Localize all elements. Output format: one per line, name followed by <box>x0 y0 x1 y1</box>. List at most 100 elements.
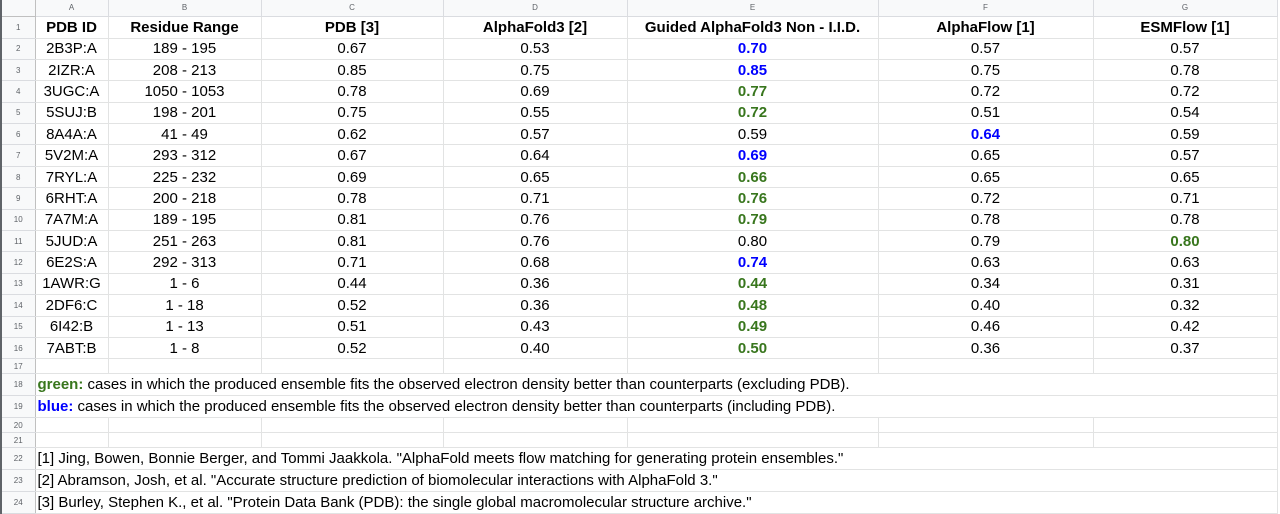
cell-pdb[interactable]: 0.51 <box>261 316 444 338</box>
cell-pdb[interactable]: 0.81 <box>261 209 444 232</box>
cell-alphaflow[interactable]: 0.75 <box>878 59 1094 82</box>
cell-alphafold3[interactable]: 0.36 <box>443 273 628 296</box>
cell-residue-range[interactable]: 292 - 313 <box>108 251 262 274</box>
cell-alphafold3[interactable]: 0.57 <box>443 123 628 146</box>
cell-alphaflow[interactable]: 0.65 <box>878 144 1094 167</box>
reference-2-cell[interactable]: [2] Abramson, Josh, et al. "Accurate str… <box>35 469 1278 493</box>
cell-alphaflow[interactable]: 0.64 <box>878 123 1094 146</box>
cell-alphaflow[interactable]: 0.34 <box>878 273 1094 296</box>
cell-alphaflow[interactable]: 0.72 <box>878 187 1094 210</box>
cell-pdb-id[interactable]: 7ABT:B <box>35 337 109 360</box>
cell-alphafold3[interactable]: 0.71 <box>443 187 628 210</box>
cell-guided-alphafold3[interactable]: 0.44 <box>627 273 879 296</box>
row-number[interactable]: 18 <box>2 373 36 397</box>
column-header-a[interactable]: A <box>35 0 109 17</box>
empty-cell[interactable] <box>878 432 1094 449</box>
cell-pdb-id[interactable]: 5SUJ:B <box>35 102 109 125</box>
cell-esmflow[interactable]: 0.65 <box>1093 166 1278 189</box>
cell-alphafold3[interactable]: 0.76 <box>443 230 628 253</box>
row-number[interactable]: 15 <box>2 316 36 338</box>
row-number[interactable]: 21 <box>2 432 36 449</box>
row-number[interactable]: 6 <box>2 123 36 146</box>
empty-cell[interactable] <box>261 432 444 449</box>
cell-pdb[interactable]: 0.75 <box>261 102 444 125</box>
cell-pdb[interactable]: 0.69 <box>261 166 444 189</box>
row-number[interactable]: 11 <box>2 230 36 253</box>
empty-cell[interactable] <box>35 417 109 434</box>
cell-guided-alphafold3[interactable]: 0.76 <box>627 187 879 210</box>
cell-guided-alphafold3[interactable]: 0.85 <box>627 59 879 82</box>
cell-alphaflow[interactable]: 0.63 <box>878 251 1094 274</box>
cell-pdb[interactable]: 0.85 <box>261 59 444 82</box>
cell-alphaflow[interactable]: 0.51 <box>878 102 1094 125</box>
cell-guided-alphafold3[interactable]: 0.48 <box>627 294 879 317</box>
empty-cell[interactable] <box>627 432 879 449</box>
empty-cell[interactable] <box>261 417 444 434</box>
cell-esmflow[interactable]: 0.80 <box>1093 230 1278 253</box>
cell-pdb-id[interactable]: 1AWR:G <box>35 273 109 296</box>
cell-pdb-id[interactable]: 2IZR:A <box>35 59 109 82</box>
cell-pdb-id[interactable]: 6I42:B <box>35 316 109 338</box>
column-header-f[interactable]: F <box>878 0 1094 17</box>
empty-cell[interactable] <box>261 358 444 375</box>
empty-cell[interactable] <box>1093 417 1278 434</box>
cell-alphaflow[interactable]: 0.36 <box>878 337 1094 360</box>
cell-residue-range[interactable]: 1 - 8 <box>108 337 262 360</box>
empty-cell[interactable] <box>443 432 628 449</box>
row-number[interactable]: 3 <box>2 59 36 82</box>
row-number[interactable]: 4 <box>2 80 36 103</box>
cell-pdb-id[interactable]: 5JUD:A <box>35 230 109 253</box>
header-cell-guided-alphafold3[interactable]: Guided AlphaFold3 Non - I.I.D. <box>627 16 879 39</box>
cell-pdb[interactable]: 0.52 <box>261 337 444 360</box>
cell-alphafold3[interactable]: 0.69 <box>443 80 628 103</box>
cell-residue-range[interactable]: 1 - 6 <box>108 273 262 296</box>
column-header-g[interactable]: G <box>1093 0 1278 17</box>
cell-pdb[interactable]: 0.52 <box>261 294 444 317</box>
row-number[interactable]: 9 <box>2 187 36 210</box>
empty-cell[interactable] <box>1093 358 1278 375</box>
column-header-e[interactable]: E <box>627 0 879 17</box>
cell-alphaflow[interactable]: 0.46 <box>878 316 1094 338</box>
cell-guided-alphafold3[interactable]: 0.72 <box>627 102 879 125</box>
cell-alphafold3[interactable]: 0.43 <box>443 316 628 338</box>
cell-alphafold3[interactable]: 0.76 <box>443 209 628 232</box>
cell-pdb[interactable]: 0.71 <box>261 251 444 274</box>
cell-guided-alphafold3[interactable]: 0.59 <box>627 123 879 146</box>
empty-cell[interactable] <box>627 417 879 434</box>
row-number[interactable]: 19 <box>2 395 36 419</box>
cell-alphaflow[interactable]: 0.78 <box>878 209 1094 232</box>
cell-esmflow[interactable]: 0.59 <box>1093 123 1278 146</box>
cell-alphafold3[interactable]: 0.68 <box>443 251 628 274</box>
cell-pdb[interactable]: 0.62 <box>261 123 444 146</box>
row-number[interactable]: 16 <box>2 337 36 360</box>
cell-residue-range[interactable]: 1 - 13 <box>108 316 262 338</box>
cell-residue-range[interactable]: 208 - 213 <box>108 59 262 82</box>
cell-pdb-id[interactable]: 8A4A:A <box>35 123 109 146</box>
cell-residue-range[interactable]: 189 - 195 <box>108 209 262 232</box>
cell-residue-range[interactable]: 1050 - 1053 <box>108 80 262 103</box>
empty-cell[interactable] <box>35 358 109 375</box>
cell-pdb-id[interactable]: 2DF6:C <box>35 294 109 317</box>
cell-esmflow[interactable]: 0.32 <box>1093 294 1278 317</box>
cell-pdb-id[interactable]: 5V2M:A <box>35 144 109 167</box>
cell-alphaflow[interactable]: 0.79 <box>878 230 1094 253</box>
cell-esmflow[interactable]: 0.31 <box>1093 273 1278 296</box>
legend-blue-cell[interactable]: blue: cases in which the produced ensemb… <box>35 395 1278 419</box>
cell-esmflow[interactable]: 0.63 <box>1093 251 1278 274</box>
empty-cell[interactable] <box>108 358 262 375</box>
cell-residue-range[interactable]: 1 - 18 <box>108 294 262 317</box>
cell-guided-alphafold3[interactable]: 0.70 <box>627 38 879 60</box>
row-number[interactable]: 10 <box>2 209 36 232</box>
header-cell-alphafold3[interactable]: AlphaFold3 [2] <box>443 16 628 39</box>
row-number[interactable]: 5 <box>2 102 36 125</box>
empty-cell[interactable] <box>627 358 879 375</box>
row-number[interactable]: 1 <box>2 16 36 39</box>
cell-guided-alphafold3[interactable]: 0.50 <box>627 337 879 360</box>
cell-pdb[interactable]: 0.81 <box>261 230 444 253</box>
cell-pdb[interactable]: 0.67 <box>261 144 444 167</box>
cell-alphafold3[interactable]: 0.55 <box>443 102 628 125</box>
cell-esmflow[interactable]: 0.71 <box>1093 187 1278 210</box>
row-number[interactable]: 17 <box>2 358 36 375</box>
cell-esmflow[interactable]: 0.78 <box>1093 209 1278 232</box>
cell-residue-range[interactable]: 251 - 263 <box>108 230 262 253</box>
